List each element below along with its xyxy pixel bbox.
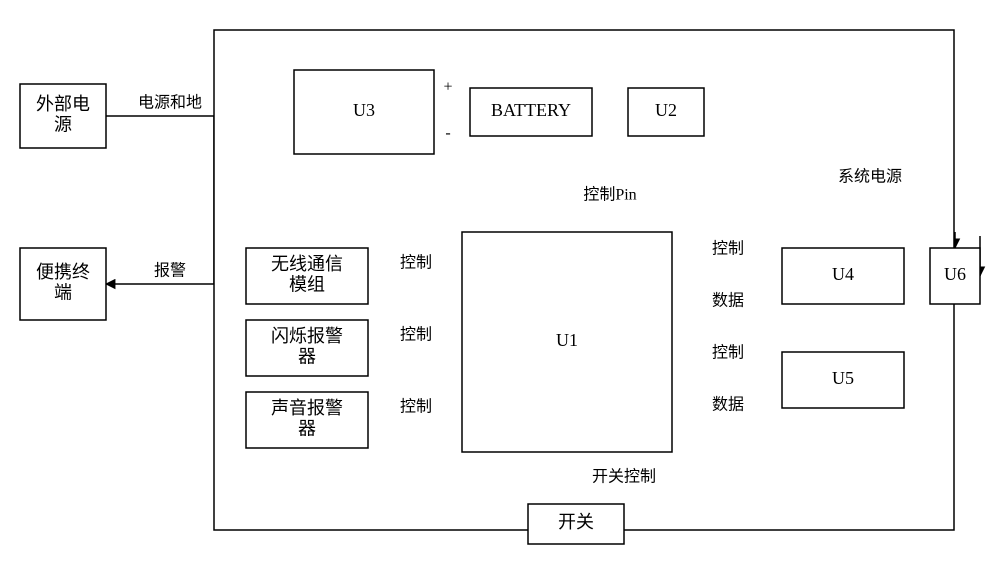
- edge-switch_to_u1-label: 开关控制: [592, 468, 656, 486]
- node-sound_alarm-label: 器: [298, 418, 316, 438]
- node-u1-label: U1: [556, 330, 578, 350]
- edge-u1_to_flash-label: 控制: [400, 326, 432, 344]
- node-u3-label: U3: [353, 100, 375, 120]
- node-battery-label: BATTERY: [491, 100, 571, 120]
- node-flash_alarm-label: 闪烁报警: [271, 326, 343, 346]
- node-u4-label: U4: [832, 264, 854, 284]
- node-wireless-label: 无线通信: [271, 254, 343, 274]
- edge-u1_u4_ctrl-label: 控制: [712, 240, 744, 258]
- node-u5-label: U5: [832, 368, 854, 388]
- edge-u3_to_batt_plus-label: +: [443, 79, 452, 96]
- node-u6-label: U6: [944, 264, 966, 284]
- edge-ext_to_u3-label: 电源和地: [138, 94, 202, 112]
- block-diagram: 外部电源便携终端U3BATTERYU2无线通信模组闪烁报警器声音报警器U1U4U…: [0, 0, 1000, 563]
- node-flash_alarm-label: 器: [298, 346, 316, 366]
- node-u2-label: U2: [655, 100, 677, 120]
- edge-u5_u1_data-label: 数据: [712, 396, 744, 414]
- node-portable-label: 端: [54, 282, 72, 302]
- node-portable-label: 便携终: [36, 262, 90, 282]
- edge-u1_to_sound-label: 控制: [400, 398, 432, 416]
- node-ext_power-label: 源: [54, 114, 72, 134]
- edge-wireless_to_portable-label: 报警: [154, 262, 186, 280]
- edge-u1_u5_ctrl-label: 控制: [712, 344, 744, 362]
- edge-u1_to_wireless-label: 控制: [400, 254, 432, 272]
- edge-u2_sys_power-label: 系统电源: [838, 168, 902, 186]
- node-ext_power-label: 外部电: [36, 94, 90, 114]
- node-sound_alarm-label: 声音报警: [271, 398, 343, 418]
- edge-u3_to_batt_minus-label: -: [445, 125, 450, 142]
- node-switch-label: 开关: [558, 512, 594, 532]
- edge-u2_ctrl_pin-label: 控制Pin: [583, 186, 636, 204]
- node-wireless-label: 模组: [289, 274, 325, 294]
- edge-u4_u1_data-label: 数据: [712, 292, 744, 310]
